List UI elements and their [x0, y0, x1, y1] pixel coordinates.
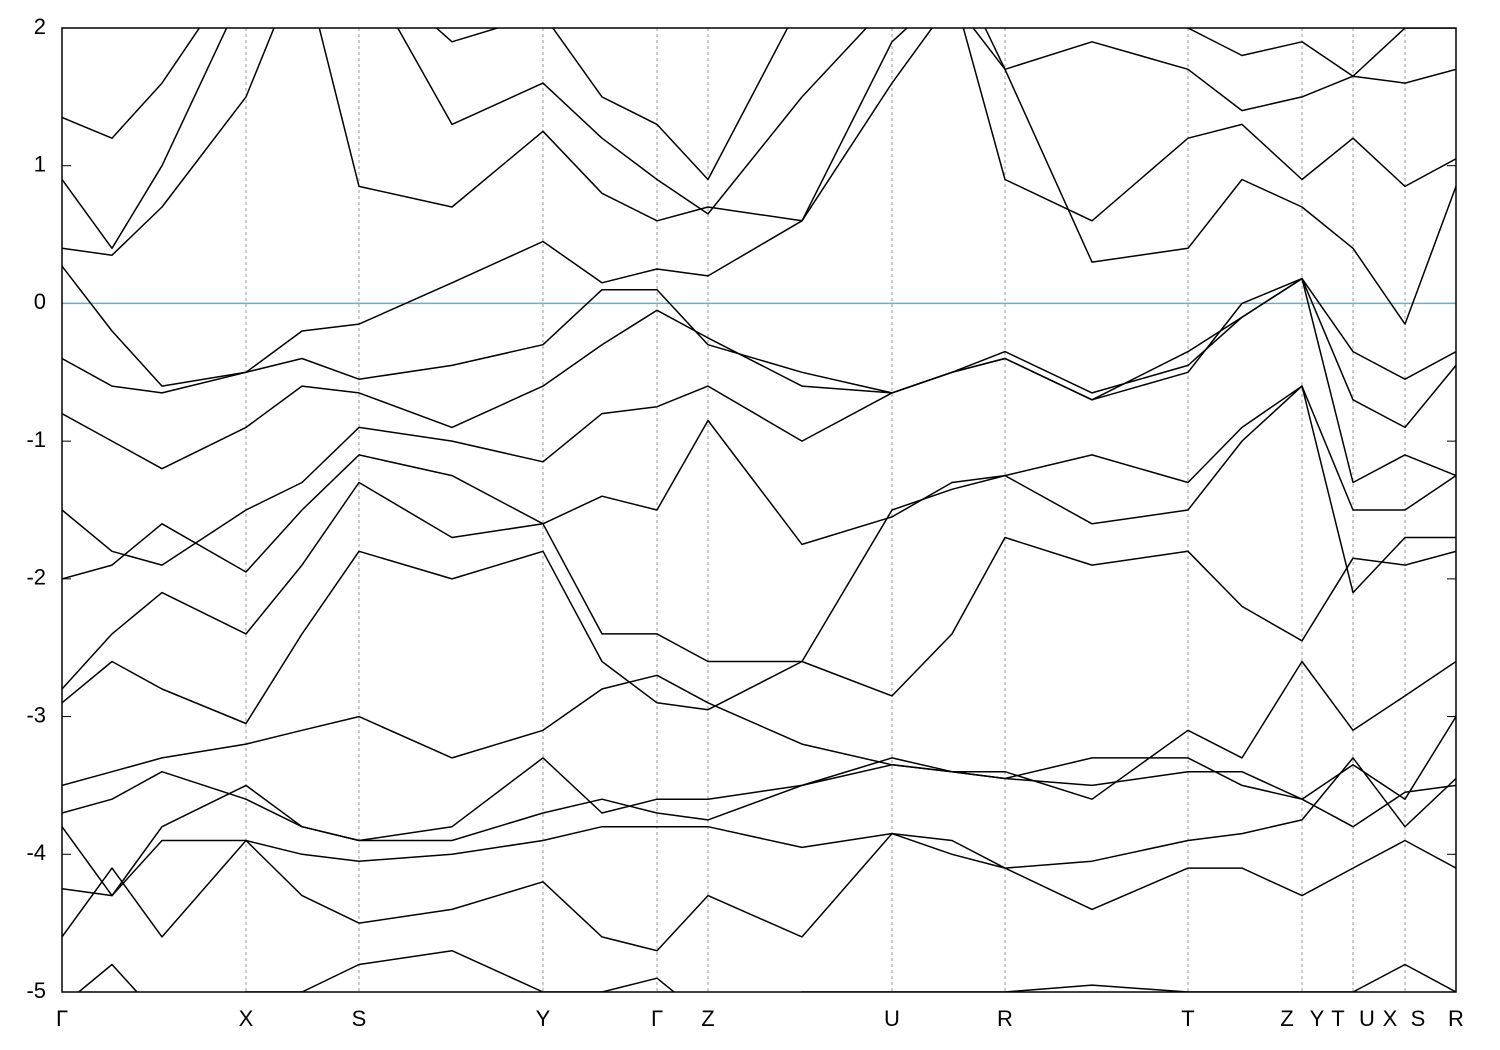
band [62, 385, 1456, 690]
x-tick-label: X [1383, 1006, 1398, 1031]
band [62, 385, 1456, 580]
band [62, 277, 1456, 470]
x-tick-label: Z [1280, 1006, 1293, 1031]
x-tick-label: T [1331, 1006, 1344, 1031]
x-tick-label: Γ [651, 1006, 663, 1031]
x-tick-label: S [1411, 1006, 1426, 1031]
x-tick-label: Γ [56, 1006, 68, 1031]
x-tick-label: T [1181, 1006, 1194, 1031]
band [62, 757, 1456, 897]
plot-frame [61, 27, 1457, 993]
x-tick-label: U [884, 1006, 900, 1031]
x-tick-label: S [352, 1006, 367, 1031]
x-tick-label: Y [536, 1006, 551, 1031]
band [62, 716, 1456, 842]
band [62, 660, 1456, 800]
x-tick-label: Y [1310, 1006, 1325, 1031]
y-tick-label: -3 [26, 702, 46, 727]
band [62, 757, 1456, 897]
x-tick-label: X [239, 1006, 254, 1031]
band [62, 28, 1456, 256]
y-tick-label: -2 [26, 565, 46, 590]
y-tick-label: 2 [34, 14, 46, 39]
band [62, 536, 1456, 725]
band [62, 277, 1456, 401]
band [62, 832, 1456, 952]
band [62, 28, 1456, 181]
x-tick-label: Z [701, 1006, 714, 1031]
band [62, 277, 1456, 566]
x-tick-label: U [1359, 1006, 1375, 1031]
y-tick-label: -5 [26, 978, 46, 1003]
band [62, 28, 1456, 387]
band [77, 949, 1456, 992]
y-tick-label: -1 [26, 427, 46, 452]
bands [62, 28, 1456, 992]
x-tick-label: R [1448, 1006, 1464, 1031]
y-tick-label: 0 [34, 289, 46, 314]
x-tick-label: R [997, 1006, 1013, 1031]
y-tick-label: 1 [34, 152, 46, 177]
band [62, 28, 1456, 250]
y-tick-label: -4 [26, 840, 46, 865]
